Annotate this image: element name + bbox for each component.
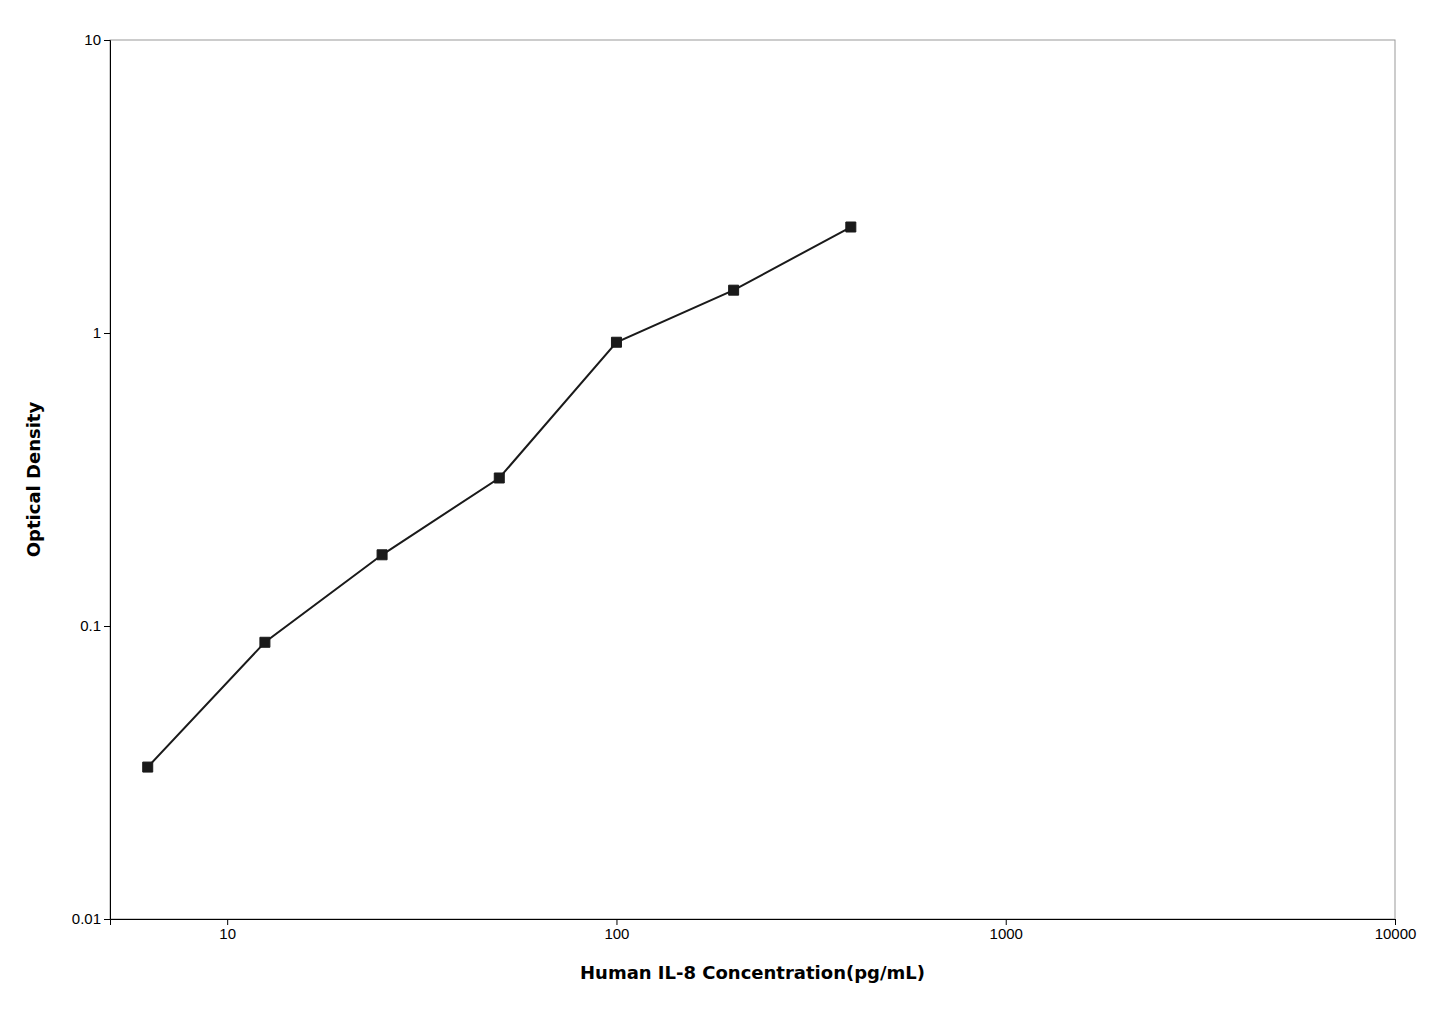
- x-tick-label: 1000: [990, 925, 1023, 942]
- x-tick-label: 100: [604, 925, 629, 942]
- y-axis: 0.01 0.1 1 10: [72, 31, 111, 927]
- y-tick-label: 1: [93, 324, 101, 341]
- y-tick-mark: [104, 919, 110, 920]
- data-point: [143, 762, 153, 772]
- y-axis-line: [104, 41, 111, 920]
- data-point: [729, 285, 739, 295]
- data-line: [148, 227, 851, 767]
- x-axis-line: [111, 920, 1396, 926]
- y-tick-mark: [104, 40, 110, 41]
- x-tick: 10000: [1375, 919, 1417, 942]
- y-tick-label: 0.1: [80, 617, 101, 634]
- x-axis: 10 100 1000 10000: [111, 919, 1417, 942]
- y-tick: 0.01: [72, 910, 110, 927]
- x-tick: 100: [604, 919, 629, 942]
- y-tick: 1: [93, 324, 110, 341]
- data-point: [611, 337, 621, 347]
- x-tick-label: 10: [219, 925, 236, 942]
- x-axis-title: Human IL-8 Concentration(pg/mL): [580, 962, 925, 983]
- x-tick: 10: [219, 919, 236, 942]
- data-point: [377, 550, 387, 560]
- y-tick-mark: [104, 626, 110, 627]
- marks: [143, 222, 856, 772]
- data-point: [494, 473, 504, 483]
- x-tick-label: 10000: [1375, 925, 1417, 942]
- data-point: [846, 222, 856, 232]
- plot-area: 10 100 1000 10000 0.01 0.1 1 10 Human IL-8 Conce…: [23, 31, 1416, 983]
- data-point: [260, 637, 270, 647]
- y-tick: 0.1: [80, 617, 110, 634]
- y-tick-mark: [104, 333, 110, 334]
- x-tick: 1000: [990, 919, 1023, 942]
- y-axis-title: Optical Density: [23, 402, 44, 558]
- y-tick: 10: [84, 31, 110, 48]
- y-tick-label: 0.01: [72, 910, 101, 927]
- chart-svg: 10 100 1000 10000 0.01 0.1 1 10 Human IL-8 Conce…: [0, 0, 1445, 1009]
- y-tick-label: 10: [84, 31, 101, 48]
- plot-frame: [110, 40, 1395, 919]
